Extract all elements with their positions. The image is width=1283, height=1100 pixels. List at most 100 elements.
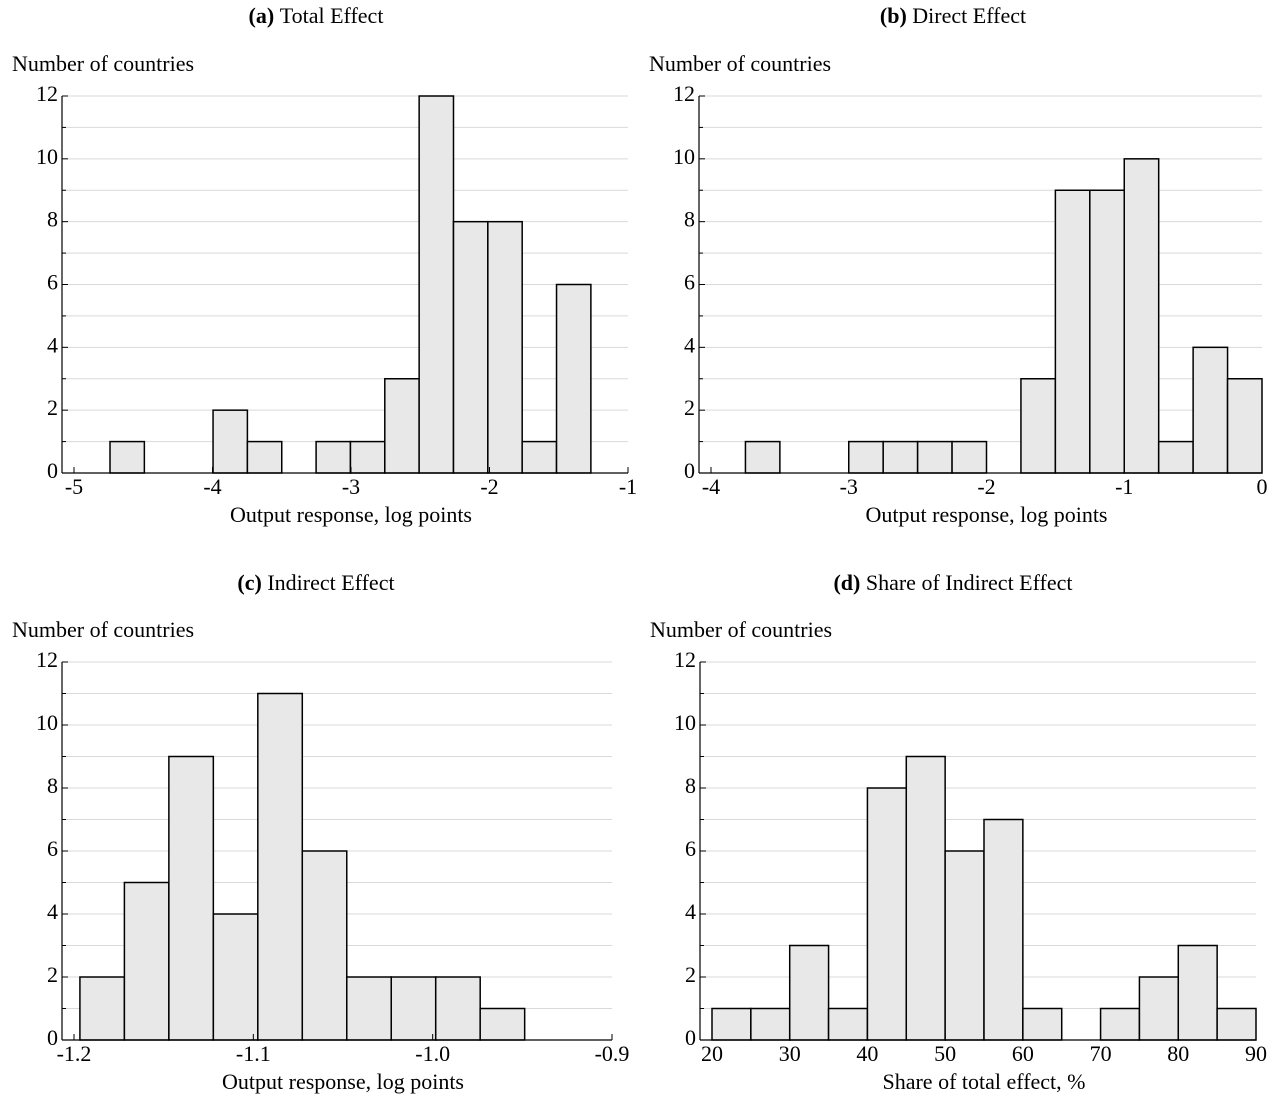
panel-title: (d) Share of Indirect Effect — [833, 570, 1072, 595]
bar — [1157, 440, 1194, 474]
panel-label: (a) — [249, 3, 275, 28]
panel-title: (a) Total Effect — [249, 3, 384, 28]
x-tick-label: -1.0 — [415, 1041, 450, 1066]
bar — [521, 440, 558, 474]
bar — [1022, 1007, 1063, 1041]
bar — [479, 1007, 526, 1041]
bar — [346, 976, 392, 1041]
y-tick-label: 6 — [47, 270, 58, 295]
y-tick-label: 0 — [47, 458, 58, 483]
bar — [555, 283, 592, 474]
bar — [1054, 189, 1091, 474]
bar — [1226, 378, 1263, 474]
x-tick-label: 20 — [701, 1041, 723, 1066]
y-tick-label: 8 — [47, 773, 58, 798]
bar — [866, 787, 908, 1041]
y-tick-label: 10 — [36, 144, 58, 169]
y-tick-label: 12 — [36, 647, 58, 672]
panel-title: (c) Indirect Effect — [237, 570, 394, 595]
y-tick-label: 0 — [47, 1025, 58, 1050]
bar — [79, 976, 126, 1041]
bar — [882, 440, 919, 474]
bar — [848, 440, 884, 474]
x-tick-label: -4 — [203, 474, 221, 499]
y-tick-label: 6 — [684, 270, 695, 295]
y-tick-label: 4 — [685, 899, 696, 924]
x-tick-label: 70 — [1090, 1041, 1112, 1066]
bar — [123, 881, 170, 1041]
y-tick-label: 10 — [674, 710, 696, 735]
bar — [418, 95, 455, 474]
bar — [212, 913, 259, 1041]
x-tick-label: -1.2 — [57, 1041, 92, 1066]
bar — [905, 755, 946, 1041]
bar — [452, 220, 489, 474]
x-axis-label: Output response, log points — [222, 1069, 464, 1094]
bar — [1099, 1007, 1141, 1041]
y-axis-label: Number of countries — [649, 51, 831, 76]
x-tick-label: -2 — [480, 474, 498, 499]
bar — [788, 944, 830, 1041]
y-axis-label: Number of countries — [12, 617, 194, 642]
x-tick-label: -1 — [619, 474, 637, 499]
y-tick-label: 2 — [47, 962, 58, 987]
y-tick-label: 2 — [47, 395, 58, 420]
x-tick-label: -1 — [1115, 474, 1133, 499]
y-tick-label: 0 — [685, 1025, 696, 1050]
bar — [951, 440, 988, 474]
y-tick-label: 12 — [673, 81, 695, 106]
y-tick-label: 12 — [674, 647, 696, 672]
bar — [1216, 1007, 1257, 1041]
x-tick-label: 40 — [856, 1041, 878, 1066]
bar — [168, 755, 215, 1041]
bar — [1020, 378, 1057, 474]
bar — [384, 378, 420, 474]
title-text: Share of Indirect Effect — [866, 570, 1073, 595]
x-axis-label: Share of total effect, % — [882, 1069, 1085, 1094]
x-tick-label: -3 — [342, 474, 360, 499]
y-tick-label: 12 — [36, 81, 58, 106]
y-tick-label: 4 — [47, 332, 58, 357]
bar — [257, 692, 304, 1041]
x-tick-label: -5 — [65, 474, 83, 499]
bar — [944, 850, 985, 1041]
x-axis-label: Output response, log points — [866, 502, 1108, 527]
x-tick-label: 50 — [934, 1041, 956, 1066]
bar — [212, 409, 249, 474]
bar — [711, 1007, 752, 1041]
y-tick-label: 6 — [47, 836, 58, 861]
x-tick-label: -4 — [702, 474, 720, 499]
title-text: Indirect Effect — [267, 570, 394, 595]
y-axis-label: Number of countries — [650, 617, 832, 642]
bar — [1138, 976, 1180, 1041]
x-tick-label: 90 — [1245, 1041, 1267, 1066]
y-axis-label: Number of countries — [12, 51, 194, 76]
bar — [109, 440, 146, 474]
bar — [315, 440, 352, 474]
y-tick-label: 2 — [684, 395, 695, 420]
x-tick-label: -3 — [840, 474, 858, 499]
panel-label: (d) — [833, 570, 860, 595]
x-tick-label: -1.1 — [236, 1041, 271, 1066]
panel-label: (b) — [880, 3, 907, 28]
title-text: Total Effect — [280, 3, 384, 28]
y-tick-label: 4 — [684, 332, 695, 357]
bar — [434, 976, 481, 1041]
bar — [1177, 944, 1218, 1041]
x-tick-label: 60 — [1012, 1041, 1034, 1066]
y-tick-label: 4 — [47, 899, 58, 924]
panel-label: (c) — [237, 570, 261, 595]
y-tick-label: 0 — [684, 458, 695, 483]
y-tick-label: 8 — [47, 207, 58, 232]
y-tick-label: 8 — [684, 207, 695, 232]
bar — [1192, 346, 1229, 474]
x-tick-label: 80 — [1167, 1041, 1189, 1066]
bar — [246, 440, 283, 474]
y-tick-label: 6 — [685, 836, 696, 861]
bar — [744, 440, 781, 474]
bar — [390, 976, 437, 1041]
bar — [983, 818, 1024, 1041]
bar — [1123, 158, 1160, 474]
y-tick-label: 2 — [685, 962, 696, 987]
